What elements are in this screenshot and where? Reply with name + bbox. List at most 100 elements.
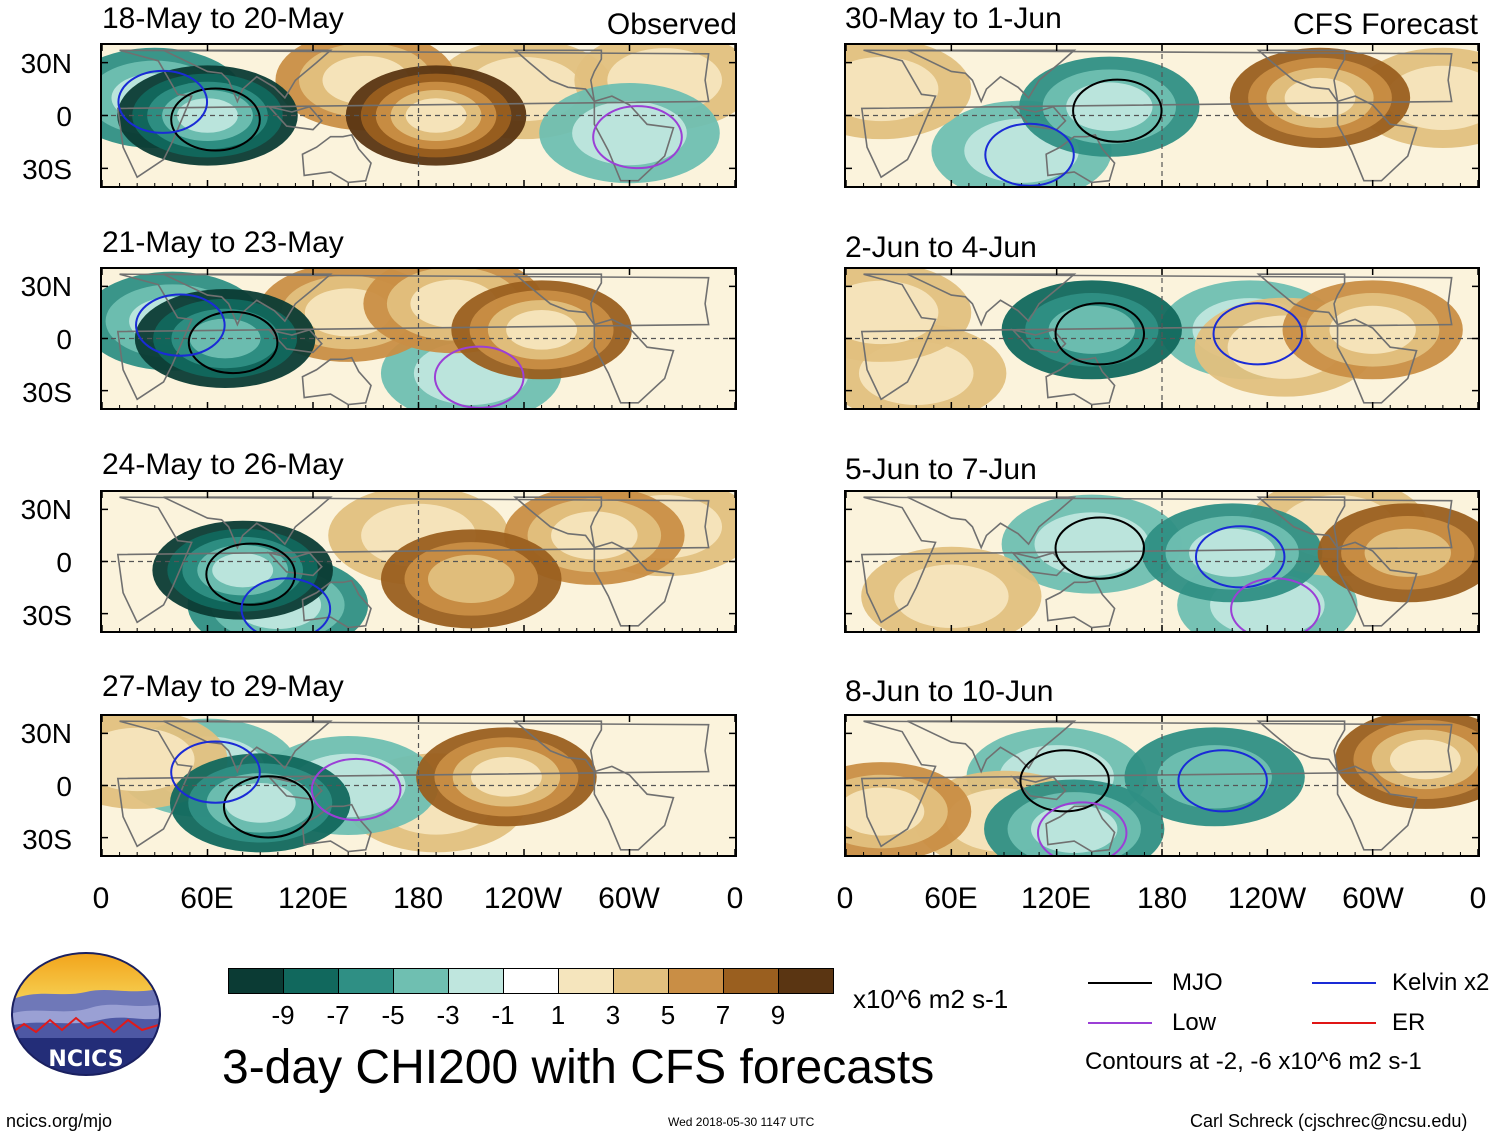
anomaly-blob xyxy=(1157,745,1272,809)
anomaly-blob xyxy=(846,787,925,836)
coastline xyxy=(266,105,323,131)
lat-label-30s: 30S xyxy=(22,824,72,855)
anomaly-blob xyxy=(551,511,638,560)
legend-label-low: Low xyxy=(1172,1009,1217,1036)
coastline xyxy=(593,765,675,851)
footer-credit: Carl Schreck (cjschrec@ncsu.edu) xyxy=(1190,1111,1468,1131)
colorbar-tick: -3 xyxy=(436,1000,460,1030)
coastline xyxy=(163,720,333,774)
wave-contour xyxy=(1054,516,1146,580)
coastline xyxy=(266,328,323,354)
coastline xyxy=(301,356,372,406)
coastline xyxy=(593,95,675,182)
anomaly-blob xyxy=(1031,804,1118,854)
wave-contour xyxy=(205,542,296,606)
colorbar-swatch xyxy=(449,969,504,993)
footer-timestamp: Wed 2018-05-30 1147 UTC xyxy=(668,1115,815,1129)
lat-label-30s: 30S xyxy=(22,377,72,408)
colorbar-swatch xyxy=(559,969,614,993)
lat-label-30n: 30N xyxy=(20,271,72,302)
lat-label-30n: 30N xyxy=(20,718,72,749)
map-panel-right-1 xyxy=(844,43,1480,188)
coastline xyxy=(163,273,333,327)
coastline xyxy=(907,273,1077,327)
lon-label: 0 xyxy=(836,882,854,915)
anomaly-blob xyxy=(846,57,939,122)
lon-label: 0 xyxy=(726,882,744,915)
coastline xyxy=(116,720,710,848)
coastline xyxy=(301,579,372,629)
coastline xyxy=(593,318,675,404)
colorbar-swatch xyxy=(779,969,833,993)
coastline xyxy=(1045,133,1116,184)
lon-label: 0 xyxy=(92,882,110,915)
lat-label-30n: 30N xyxy=(20,494,72,525)
colorbar xyxy=(228,968,834,994)
legend-label-mjo: MJO xyxy=(1172,969,1223,996)
colorbar-swatch xyxy=(394,969,449,993)
wave-contour xyxy=(117,69,209,134)
lon-label: 60E xyxy=(180,882,234,915)
anomaly-blob xyxy=(1189,528,1276,577)
forecast-label: CFS Forecast xyxy=(1292,8,1478,41)
coastline xyxy=(907,49,1077,104)
wave-contour xyxy=(1019,749,1110,813)
coastline xyxy=(1336,541,1418,627)
wave-contour xyxy=(310,757,402,822)
colorbar-tick: 1 xyxy=(550,1000,566,1030)
coastline xyxy=(907,720,1077,774)
anomaly-blob xyxy=(1284,77,1356,118)
coastline xyxy=(116,273,710,401)
coastline xyxy=(860,273,1453,401)
wave-contour xyxy=(240,577,332,631)
coastline xyxy=(163,496,333,550)
coastline xyxy=(163,49,333,104)
anomaly-blob xyxy=(427,554,515,603)
map-canvas xyxy=(846,716,1478,855)
lat-label-eq: 0 xyxy=(56,324,72,355)
wave-contour xyxy=(135,293,226,357)
colorbar-tick: -1 xyxy=(491,1000,515,1030)
coastline xyxy=(266,551,323,577)
map-canvas xyxy=(846,492,1478,631)
coastline xyxy=(301,133,372,184)
wave-contour xyxy=(984,122,1075,186)
lon-label: 120E xyxy=(1020,882,1092,915)
map-canvas xyxy=(846,45,1478,186)
map-panel-left-4 xyxy=(100,714,737,857)
map-canvas xyxy=(102,45,735,186)
coastline xyxy=(1010,105,1067,131)
coastline xyxy=(1010,328,1067,354)
map-canvas xyxy=(102,492,735,631)
lat-label-30s: 30S xyxy=(22,154,72,185)
colorbar-swatch xyxy=(229,969,284,993)
map-panel-right-2 xyxy=(844,267,1480,410)
colorbar-tick: -9 xyxy=(271,1000,295,1030)
colorbar-swatch xyxy=(504,969,559,993)
colorbar-swatch xyxy=(724,969,779,993)
lat-label-eq: 0 xyxy=(56,547,72,578)
wave-contour xyxy=(170,740,261,804)
anomaly-blob xyxy=(1329,305,1416,354)
lon-label: 120E xyxy=(277,882,349,915)
wave-contour xyxy=(1072,78,1163,143)
anomaly-blob xyxy=(1385,65,1478,130)
wave-contour xyxy=(1177,749,1268,813)
anomaly-blob xyxy=(572,101,687,166)
anomaly-blob xyxy=(1364,528,1451,577)
lon-label: 0 xyxy=(1469,882,1487,915)
coastline xyxy=(301,803,372,853)
anomaly-blob xyxy=(894,564,1009,628)
footer-url[interactable]: ncics.org/mjo xyxy=(6,1111,113,1131)
coastline xyxy=(1045,579,1116,629)
coastline xyxy=(860,49,1453,179)
colorbar-tick: 9 xyxy=(770,1000,786,1030)
lon-label: 180 xyxy=(392,882,444,915)
anomaly-blob xyxy=(506,309,578,350)
wave-contour xyxy=(222,775,314,839)
panel-title-left-1: 18-May to 20-May xyxy=(102,2,344,35)
coastline xyxy=(116,49,710,179)
lat-label-eq: 0 xyxy=(56,101,72,132)
panel-title-left-3: 24-May to 26-May xyxy=(102,448,344,481)
anomaly-blob xyxy=(846,280,939,345)
